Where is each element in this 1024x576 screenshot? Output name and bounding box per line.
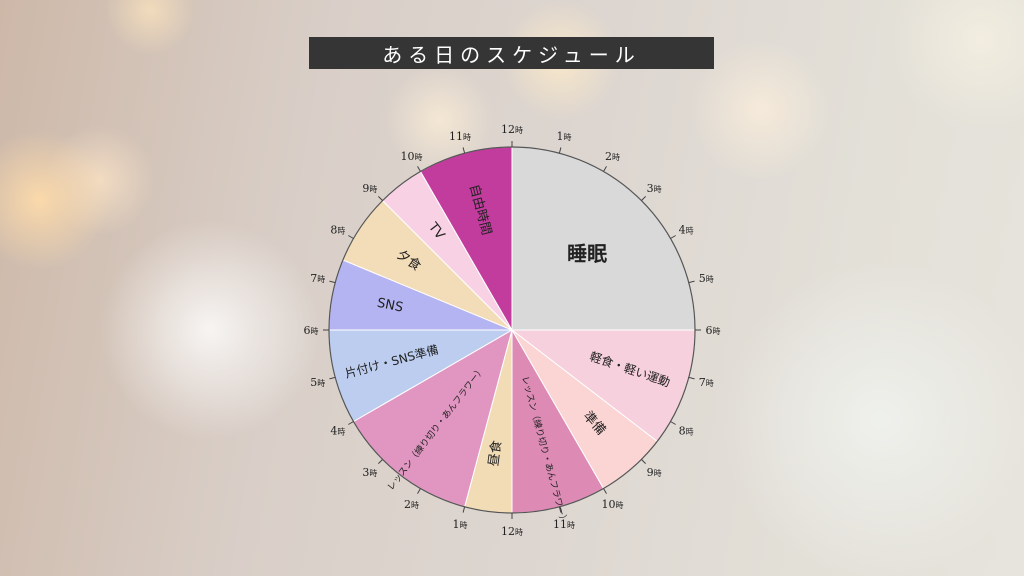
hour-tick — [603, 166, 607, 172]
hour-tick — [641, 196, 646, 201]
hour-tick — [329, 376, 336, 380]
chart-title: ある日のスケジュール — [309, 37, 714, 69]
hour-label: 7時 — [310, 272, 325, 285]
hour-label: 4時 — [679, 224, 694, 237]
hour-label: 8時 — [330, 224, 345, 237]
hour-tick — [688, 376, 695, 380]
hour-label: 6時 — [706, 324, 721, 337]
hour-label: 5時 — [310, 376, 325, 389]
segment-label-0: 睡眠 — [567, 241, 607, 265]
hour-tick — [462, 147, 466, 154]
hour-tick — [670, 421, 676, 425]
hour-tick — [558, 506, 562, 513]
hour-tick — [329, 280, 336, 284]
segment-label-7: SNS — [376, 296, 405, 316]
hour-label: 1時 — [453, 518, 468, 531]
hour-label: 8時 — [679, 425, 694, 438]
hour-label: 12時 — [501, 525, 523, 538]
hour-tick — [417, 166, 421, 172]
hour-tick — [670, 235, 676, 239]
hour-tick — [348, 235, 354, 239]
hour-tick — [688, 280, 695, 284]
hour-label: 12時 — [501, 123, 523, 136]
hour-tick — [348, 421, 354, 425]
hour-tick — [378, 196, 383, 201]
hour-label: 1時 — [557, 130, 572, 143]
hour-tick — [462, 506, 466, 513]
hour-tick — [417, 488, 421, 494]
segment-label-4: 昼食 — [486, 439, 505, 467]
hour-label: 4時 — [330, 425, 345, 438]
hour-label: 6時 — [304, 324, 319, 337]
pie-slice-0 — [511, 146, 696, 331]
hour-tick — [558, 147, 562, 154]
hour-label: 3時 — [647, 182, 662, 195]
hour-label: 7時 — [699, 376, 714, 389]
hour-label: 11時 — [553, 518, 575, 531]
hour-tick — [603, 488, 607, 494]
hour-tick — [378, 459, 383, 464]
hour-tick — [641, 459, 646, 464]
hour-label: 10時 — [401, 150, 423, 163]
hour-label: 9時 — [362, 182, 377, 195]
hour-label: 2時 — [605, 150, 620, 163]
hour-label: 11時 — [449, 130, 471, 143]
hour-label: 9時 — [647, 466, 662, 479]
hour-label: 5時 — [699, 272, 714, 285]
hour-label: 3時 — [362, 466, 377, 479]
hour-label: 2時 — [404, 498, 419, 511]
hour-label: 10時 — [602, 498, 624, 511]
